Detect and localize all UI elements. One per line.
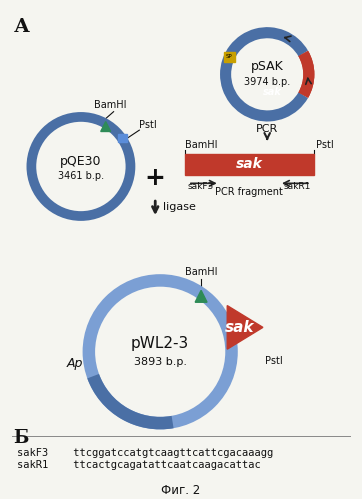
Text: PstI: PstI <box>139 120 157 130</box>
Text: Б: Б <box>13 429 29 447</box>
Text: +: + <box>145 166 166 190</box>
Text: sakR1    ttcactgcagatattcaatcaagacattac: sakR1 ttcactgcagatattcaatcaagacattac <box>17 460 260 470</box>
Text: BamHI: BamHI <box>94 100 127 110</box>
Text: ligase: ligase <box>163 202 196 212</box>
Bar <box>185 154 314 175</box>
Bar <box>224 52 235 62</box>
Text: 3461 b.p.: 3461 b.p. <box>58 171 104 181</box>
Text: 3974 b.p.: 3974 b.p. <box>244 77 290 87</box>
Text: 3893 b.p.: 3893 b.p. <box>134 357 187 367</box>
Text: PCR fragment: PCR fragment <box>215 187 283 197</box>
Text: sakF3    ttcggatccatgtcaagttcattcgacaaagg: sakF3 ttcggatccatgtcaagttcattcgacaaagg <box>17 448 273 458</box>
Text: А: А <box>13 18 30 36</box>
Text: SP: SP <box>226 54 233 59</box>
Bar <box>118 134 127 142</box>
Text: sak: sak <box>263 87 282 97</box>
Text: sak: sak <box>224 320 254 335</box>
Polygon shape <box>227 305 263 349</box>
Text: sakR1: sakR1 <box>283 182 311 191</box>
Text: BamHI: BamHI <box>185 140 218 150</box>
Text: pSAK: pSAK <box>251 60 283 73</box>
Text: sakF3: sakF3 <box>188 182 214 191</box>
Text: PstI: PstI <box>316 140 333 150</box>
Text: Ap: Ap <box>67 357 83 370</box>
Text: PCR: PCR <box>256 124 278 134</box>
Text: BamHI: BamHI <box>185 267 217 277</box>
Text: PstI: PstI <box>265 356 283 366</box>
Text: pWL2-3: pWL2-3 <box>131 336 189 351</box>
Polygon shape <box>195 290 207 302</box>
Polygon shape <box>101 122 111 132</box>
Text: Фиг. 2: Фиг. 2 <box>161 484 201 497</box>
Text: sak: sak <box>236 158 263 172</box>
Text: pQE30: pQE30 <box>60 155 102 168</box>
